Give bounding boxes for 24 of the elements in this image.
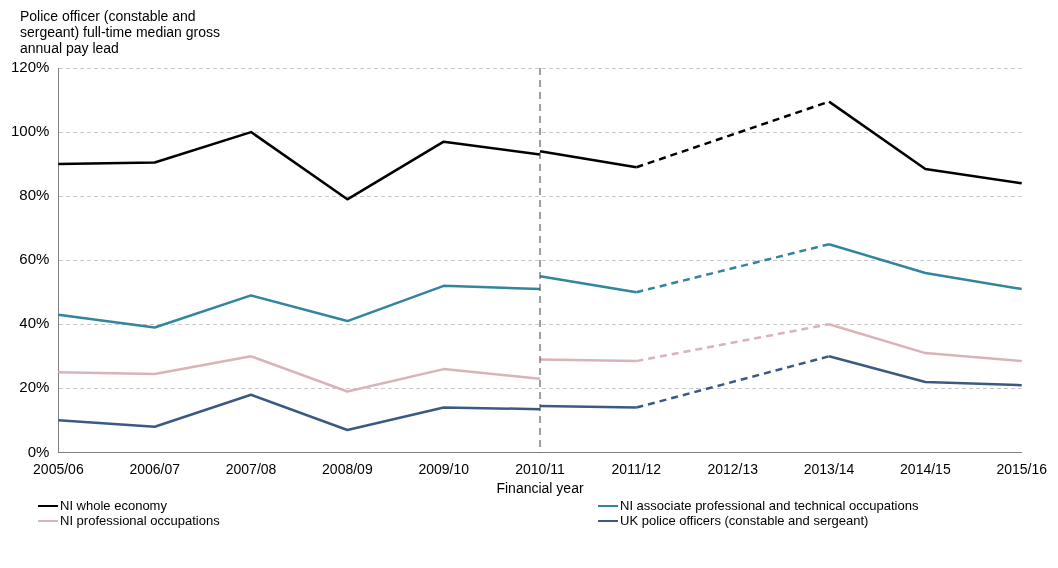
x-tick-label: 2013/14 bbox=[803, 460, 855, 477]
x-axis-title: Financial year bbox=[496, 480, 584, 497]
x-tick-label: 2008/09 bbox=[322, 460, 373, 477]
y-tick-label: 20% bbox=[19, 378, 50, 396]
legend-label: NI professional occupations bbox=[60, 513, 220, 528]
y-tick-label: 100% bbox=[10, 122, 50, 140]
x-tick-label: 2010/11 bbox=[515, 460, 566, 477]
y-tick-label: 60% bbox=[19, 250, 50, 268]
y-tick-label: 0% bbox=[27, 442, 50, 460]
legend-label: UK police officers (constable and sergeant) bbox=[620, 513, 869, 528]
x-tick-label: 2014/15 bbox=[900, 460, 951, 477]
y-tick-label: 120% bbox=[10, 58, 50, 76]
x-tick-label: 2007/08 bbox=[225, 460, 277, 477]
legend-label: NI whole economy bbox=[60, 498, 167, 513]
legend-label: NI associate professional and technical occupations bbox=[620, 498, 919, 513]
y-tick-label: 40% bbox=[19, 314, 50, 332]
x-tick-label: 2005/06 bbox=[33, 460, 84, 477]
x-tick-label: 2009/10 bbox=[418, 460, 470, 477]
x-tick-label: 2015/16 bbox=[996, 460, 1048, 477]
y-axis-title: Police officer (constable and sergeant) full-time median gross annual pay lead bbox=[20, 8, 221, 56]
x-tick-label: 2011/12 bbox=[611, 460, 662, 477]
x-tick-label: 2006/07 bbox=[129, 460, 181, 477]
y-tick-label: 80% bbox=[19, 186, 50, 204]
x-tick-label: 2012/13 bbox=[707, 460, 759, 477]
